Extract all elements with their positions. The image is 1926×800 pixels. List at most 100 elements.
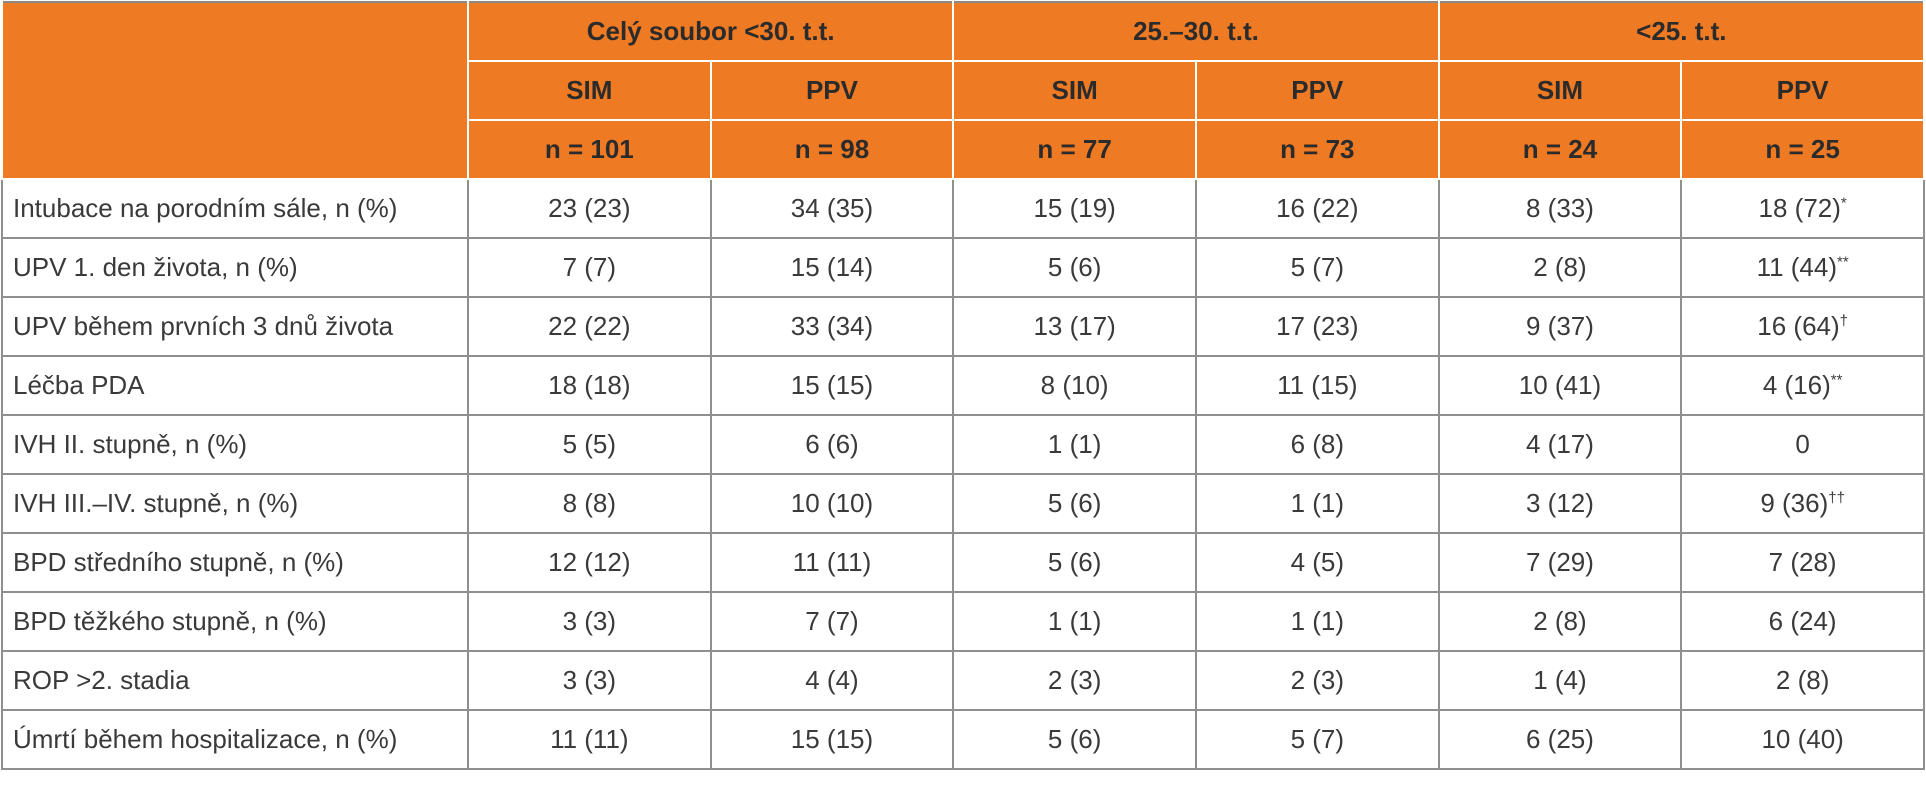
data-cell: 1 (1) — [952, 414, 1197, 475]
data-cell: 11 (11) — [467, 709, 712, 770]
data-cell: 16 (64)† — [1680, 296, 1925, 357]
data-cell: 23 (23) — [467, 178, 712, 239]
results-table: Celý soubor <30. t.t. 25.–30. t.t. <25. t.… — [1, 1, 1926, 770]
row-label: UPV 1. den života, n (%) — [1, 237, 469, 298]
cell-value: 9 (36) — [1760, 488, 1829, 518]
subheader: PPV — [1680, 60, 1925, 121]
group-header: Celý soubor <30. t.t. — [466, 2, 955, 62]
data-row: UPV 1. den života, n (%) 7 (7) 15 (14) 5 (6… — [1, 237, 1925, 298]
subheader: SIM — [467, 60, 712, 121]
footnote-mark: † — [1839, 312, 1848, 330]
data-cell: 6 (24) — [1680, 591, 1925, 652]
data-cell: 4 (4) — [709, 650, 955, 711]
data-cell: 4 (5) — [1194, 532, 1440, 593]
data-cell: 5 (6) — [952, 237, 1197, 298]
header-row: Celý soubor <30. t.t. 25.–30. t.t. <25. t.… — [1, 2, 1926, 180]
data-cell: 2 (8) — [1680, 650, 1925, 711]
data-cell: 5 (6) — [952, 473, 1197, 534]
cell-value: 4 (16) — [1762, 370, 1831, 400]
cell-value: 18 (72) — [1758, 193, 1841, 223]
data-cell: 13 (17) — [952, 296, 1197, 357]
data-cell: 17 (23) — [1194, 296, 1440, 357]
row-label: ROP >2. stadia — [1, 650, 469, 711]
data-cell: 2 (3) — [952, 650, 1197, 711]
header-row: n = 101 n = 98 n = 77 n = 73 n = 24 n = 25 — [2, 119, 1925, 180]
cell-value: 16 (64) — [1757, 311, 1840, 341]
data-cell: 15 (19) — [952, 178, 1197, 239]
row-label: UPV během prvních 3 dnů života — [1, 296, 469, 357]
data-cell: 1 (1) — [1194, 473, 1440, 534]
count-header: n = 24 — [1437, 119, 1683, 180]
data-cell: 10 (40) — [1680, 709, 1925, 770]
data-cell: 8 (8) — [467, 473, 712, 534]
data-cell: 0 — [1680, 414, 1925, 475]
row-label: IVH III.–IV. stupně, n (%) — [1, 473, 469, 534]
data-cell: 2 (8) — [1437, 237, 1683, 298]
data-cell: 7 (29) — [1437, 532, 1683, 593]
count-header: n = 73 — [1194, 119, 1440, 180]
data-cell: 15 (14) — [709, 237, 955, 298]
data-row: Intubace na porodním sále, n (%) 23 (23) 3… — [1, 178, 1925, 239]
data-row: UPV během prvních 3 dnů života 22 (22) 33 … — [1, 296, 1925, 357]
footnote-mark: * — [1840, 194, 1847, 212]
data-row: Úmrtí během hospitalizace, n (%) 11 (11) 1… — [1, 709, 1925, 770]
subheader: PPV — [709, 60, 955, 121]
data-cell: 9 (37) — [1437, 296, 1683, 357]
data-cell: 12 (12) — [467, 532, 712, 593]
header-row: SIM PPV SIM PPV SIM PPV — [2, 60, 1925, 121]
subheader: SIM — [1437, 60, 1683, 121]
data-cell: 6 (6) — [709, 414, 955, 475]
data-row: BPD středního stupně, n (%) 12 (12) 11 (11… — [1, 532, 1925, 593]
subheader: SIM — [952, 60, 1197, 121]
data-cell: 8 (33) — [1437, 178, 1683, 239]
data-cell: 7 (7) — [467, 237, 712, 298]
count-header: n = 77 — [952, 119, 1197, 180]
row-label: IVH II. stupně, n (%) — [1, 414, 469, 475]
data-cell: 4 (16)** — [1680, 355, 1925, 416]
footnote-mark: †† — [1828, 489, 1845, 507]
data-row: Léčba PDA 18 (18) 15 (15) 8 (10) 11 (15) 10 (… — [1, 355, 1925, 416]
data-cell: 22 (22) — [467, 296, 712, 357]
corner-cell — [1, 2, 469, 180]
data-cell: 1 (1) — [952, 591, 1197, 652]
data-cell: 15 (15) — [709, 355, 955, 416]
row-label: Úmrtí během hospitalizace, n (%) — [1, 709, 469, 770]
data-cell: 15 (15) — [709, 709, 955, 770]
footnote-mark: ** — [1837, 253, 1849, 271]
data-cell: 33 (34) — [709, 296, 955, 357]
data-cell: 11 (11) — [709, 532, 955, 593]
row-label: Intubace na porodním sále, n (%) — [1, 178, 469, 239]
group-header: <25. t.t. — [1437, 2, 1926, 62]
data-cell: 10 (10) — [709, 473, 955, 534]
data-cell: 1 (4) — [1437, 650, 1683, 711]
data-cell: 10 (41) — [1437, 355, 1683, 416]
footnote-mark: ** — [1830, 371, 1843, 389]
data-cell: 7 (7) — [709, 591, 955, 652]
data-cell: 5 (7) — [1194, 237, 1440, 298]
data-cell: 18 (72)* — [1680, 178, 1925, 239]
data-cell: 5 (5) — [467, 414, 712, 475]
data-cell: 3 (12) — [1437, 473, 1683, 534]
data-cell: 2 (8) — [1437, 591, 1683, 652]
count-header: n = 101 — [467, 119, 712, 180]
data-cell: 18 (18) — [467, 355, 712, 416]
data-cell: 4 (17) — [1437, 414, 1683, 475]
subheader: PPV — [1194, 60, 1440, 121]
data-cell: 11 (15) — [1194, 355, 1440, 416]
data-cell: 5 (7) — [1194, 709, 1440, 770]
cell-value: 11 (44) — [1756, 252, 1838, 282]
data-cell: 5 (6) — [952, 709, 1197, 770]
data-cell: 6 (8) — [1194, 414, 1440, 475]
table-body: Intubace na porodním sále, n (%) 23 (23) 3… — [1, 178, 1925, 770]
row-label: BPD těžkého stupně, n (%) — [1, 591, 469, 652]
data-row: ROP >2. stadia 3 (3) 4 (4) 2 (3) 2 (3) 1 (4) 2… — [1, 650, 1925, 711]
data-cell: 16 (22) — [1194, 178, 1440, 239]
data-cell: 8 (10) — [952, 355, 1197, 416]
row-label: Léčba PDA — [1, 355, 469, 416]
data-cell: 9 (36)†† — [1680, 473, 1925, 534]
data-cell: 7 (28) — [1680, 532, 1925, 593]
data-cell: 1 (1) — [1194, 591, 1440, 652]
data-row: IVH III.–IV. stupně, n (%) 8 (8) 10 (10) 5 … — [1, 473, 1925, 534]
data-row: BPD těžkého stupně, n (%) 3 (3) 7 (7) 1 (1)… — [1, 591, 1925, 652]
